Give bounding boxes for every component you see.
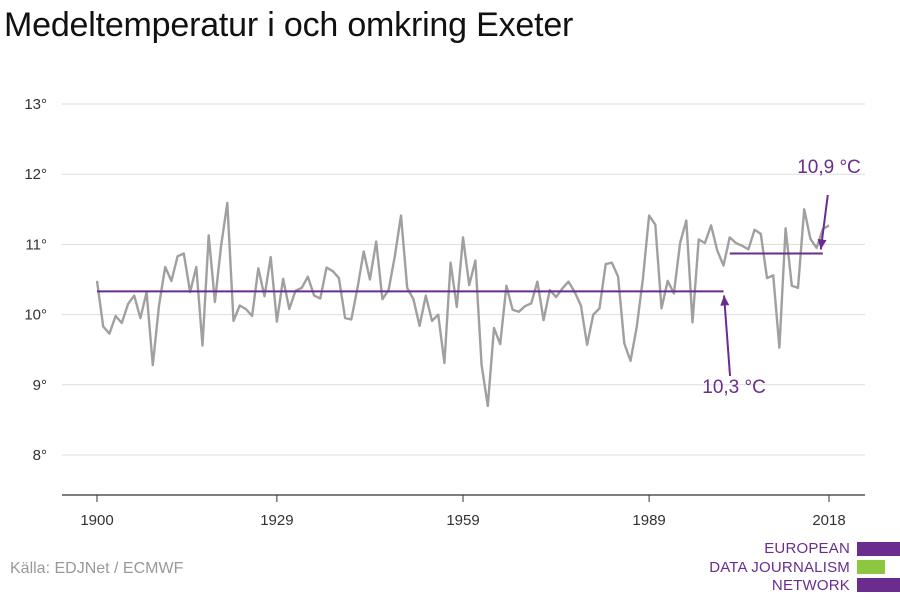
y-tick-label: 8°: [33, 447, 47, 464]
x-tick-label: 1989: [632, 512, 665, 529]
y-tick-label: 9°: [33, 377, 47, 394]
annotation-arrow-2: [817, 194, 829, 250]
annotations: 10,3 °C 10,9 °C: [702, 157, 861, 398]
logo-line-2: DATA JOURNALISM: [709, 558, 850, 576]
logo-bar-purple-bottom: [857, 578, 900, 592]
source-note: Källa: EDJNet / ECMWF: [10, 560, 184, 577]
logo-line-1: EUROPEAN: [764, 540, 850, 557]
series-line-0: [95, 201, 830, 408]
logo-line-3: NETWORK: [771, 577, 850, 594]
x-tick-label: 1929: [260, 512, 293, 529]
annotation-label-2: 10,9 °C: [797, 157, 861, 178]
y-tick-label: 12°: [24, 166, 47, 183]
logo-bar-green: [857, 560, 885, 574]
annotation-label-1: 10,3 °C: [702, 377, 766, 398]
x-tick-label: 1959: [446, 512, 479, 529]
logo-bar-purple-top: [857, 542, 900, 556]
grid-lines: [62, 103, 865, 456]
annotation-arrow-2-head: [817, 239, 827, 250]
annotation-arrow-1: [720, 295, 732, 377]
average-lines: [97, 252, 823, 293]
logo-text: EUROPEAN DATA JOURNALISM NETWORK: [709, 540, 850, 596]
annotation-arrow-1-shaft: [723, 295, 732, 377]
chart-title: Medeltemperatur i och omkring Exeter: [4, 6, 574, 44]
y-tick-label: 10°: [24, 307, 47, 324]
y-tick-label: 13°: [24, 96, 47, 113]
y-axis: 8° 9° 10° 11° 12° 13°: [24, 96, 47, 464]
x-tick-label: 1900: [80, 512, 113, 529]
y-tick-label: 11°: [25, 236, 47, 253]
x-tick-label: 2018: [812, 512, 845, 529]
x-axis: 1900 1929 1959 1989 2018: [62, 494, 865, 529]
edjnet-logo: EUROPEAN DATA JOURNALISM NETWORK: [709, 540, 900, 596]
annotation-arrow-1-head: [720, 295, 730, 306]
temperature-series: [95, 201, 830, 408]
